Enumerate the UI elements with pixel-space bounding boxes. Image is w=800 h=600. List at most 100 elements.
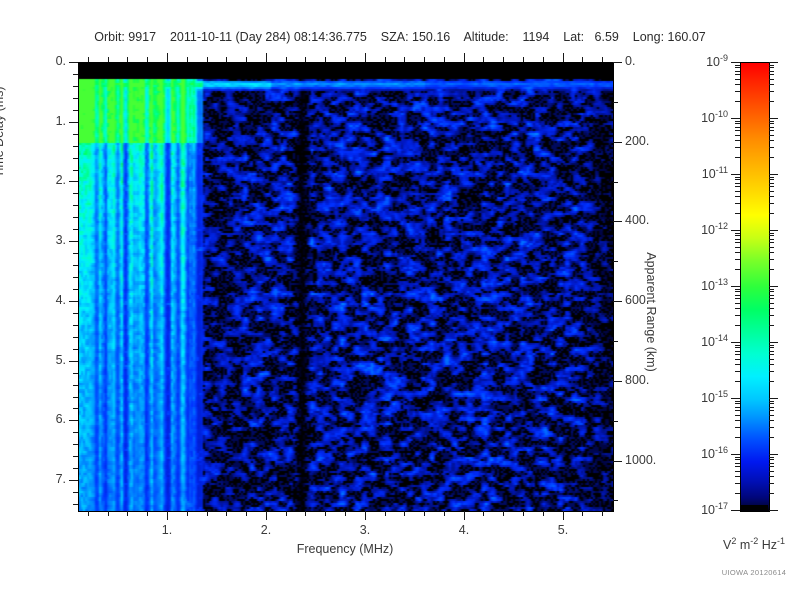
y-left-minor-tick [73, 313, 78, 314]
colorbar-tick-exponent: -11 [715, 165, 728, 175]
x-minor-tick [226, 511, 227, 516]
colorbar-minor-tick-right [769, 291, 774, 292]
colorbar-tick-label: 10-16 [674, 445, 728, 461]
colorbar-minor-tick-left [735, 242, 740, 243]
colorbar-tick-label: 10-17 [674, 501, 728, 517]
colorbar-minor-tick-right [769, 177, 774, 178]
colorbar-minor-tick-right [769, 298, 774, 299]
colorbar-minor-tick-left [735, 121, 740, 122]
colorbar-minor-tick-right [769, 157, 774, 158]
colorbar-minor-tick-left [735, 315, 740, 316]
colorbar-minor-tick-left [735, 493, 740, 494]
y-right-tick-label: 600. [625, 293, 650, 307]
colorbar-underflow-cap [740, 505, 768, 510]
x-minor-tick-top [483, 57, 484, 62]
y-left-tick-label: 1. [55, 114, 66, 128]
y-right-tick-label: 0. [625, 54, 636, 68]
y-right-minor-tick [613, 102, 618, 103]
colorbar-minor-tick-right [769, 121, 774, 122]
x-minor-tick-top [424, 57, 425, 62]
colorbar-tick-label: 10-9 [674, 53, 728, 69]
y-left-tick-label: 5. [55, 353, 66, 367]
colorbar-minor-tick-right [769, 123, 774, 124]
unit-text: V [722, 538, 732, 553]
colorbar-minor-tick-right [769, 345, 774, 346]
x-minor-tick-top [345, 57, 346, 62]
colorbar-major-tick-right [769, 62, 778, 63]
colorbar-minor-tick-left [735, 291, 740, 292]
x-major-tick [563, 511, 564, 520]
colorbar-major-tick-left [731, 510, 740, 511]
colorbar-tick-exponent: -9 [719, 53, 728, 63]
colorbar-minor-tick-right [769, 191, 774, 192]
colorbar-minor-tick-right [769, 213, 774, 214]
x-minor-tick-top [543, 57, 544, 62]
y-left-minor-tick [73, 492, 78, 493]
y-left-minor-tick [73, 146, 78, 147]
y-left-minor-tick [73, 349, 78, 350]
x-minor-tick [503, 511, 504, 516]
colorbar-minor-tick-left [735, 354, 740, 355]
x-minor-tick [187, 511, 188, 516]
colorbar-major-tick-left [731, 342, 740, 343]
y-axis-right-title: Apparent Range (km) [644, 252, 658, 372]
colorbar-minor-tick-left [735, 140, 740, 141]
y-left-minor-tick [73, 265, 78, 266]
colorbar-major-tick-left [731, 174, 740, 175]
colorbar-minor-tick-right [769, 239, 774, 240]
colorbar-minor-tick-left [735, 65, 740, 66]
colorbar-tick-exponent: -14 [714, 333, 728, 343]
colorbar-minor-tick-left [735, 298, 740, 299]
x-minor-tick-top [207, 57, 208, 62]
colorbar-tick-mantissa: 10 [706, 55, 720, 70]
x-minor-tick-top [108, 57, 109, 62]
radargram-canvas [79, 63, 613, 511]
y-left-major-tick [69, 420, 78, 421]
x-minor-tick [602, 511, 603, 516]
y-left-minor-tick [73, 432, 78, 433]
unit-exponent: 2 [731, 536, 737, 546]
unit-exponent: -2 [750, 536, 759, 546]
y-left-major-tick [69, 62, 78, 63]
colorbar-minor-tick-left [735, 371, 740, 372]
y-left-minor-tick [73, 468, 78, 469]
colorbar-minor-tick-left [735, 457, 740, 458]
y-left-minor-tick [73, 170, 78, 171]
y-left-minor-tick [73, 325, 78, 326]
colorbar-minor-tick-left [735, 101, 740, 102]
x-minor-tick-top [325, 57, 326, 62]
x-minor-tick [286, 511, 287, 516]
colorbar-minor-tick-right [769, 101, 774, 102]
x-minor-tick [305, 511, 306, 516]
colorbar-tick-label: 10-14 [674, 333, 728, 349]
colorbar-minor-tick-left [735, 252, 740, 253]
colorbar-minor-tick-left [735, 407, 740, 408]
x-minor-tick [444, 511, 445, 516]
colorbar-tick-mantissa: 10 [701, 503, 715, 518]
colorbar-minor-tick-left [735, 135, 740, 136]
colorbar-unit-label: V2 m-2 Hz-1 [688, 536, 800, 552]
colorbar-minor-tick-right [769, 410, 774, 411]
colorbar-minor-tick-right [769, 203, 774, 204]
colorbar-tick-exponent: -10 [714, 109, 728, 119]
colorbar-minor-tick-left [735, 127, 740, 128]
colorbar-tick-exponent: -17 [714, 501, 728, 511]
colorbar-tick-mantissa: 10 [701, 391, 715, 406]
y-left-tick-label: 4. [55, 293, 66, 307]
y-right-major-tick [613, 62, 622, 63]
colorbar-minor-tick-left [735, 183, 740, 184]
x-minor-tick-top [385, 57, 386, 62]
x-minor-tick [483, 511, 484, 516]
colorbar-minor-tick-left [735, 79, 740, 80]
colorbar-tick-label: 10-12 [674, 221, 728, 237]
y-right-major-tick [613, 142, 622, 143]
x-major-tick-top [266, 53, 267, 62]
colorbar-tick-exponent: -13 [714, 277, 728, 287]
colorbar-minor-tick-right [769, 130, 774, 131]
colorbar-major-tick-right [769, 454, 778, 455]
colorbar-minor-tick-left [735, 345, 740, 346]
y-right-major-tick [613, 461, 622, 462]
y-left-major-tick [69, 480, 78, 481]
y-left-minor-tick [73, 289, 78, 290]
y-left-major-tick [69, 301, 78, 302]
